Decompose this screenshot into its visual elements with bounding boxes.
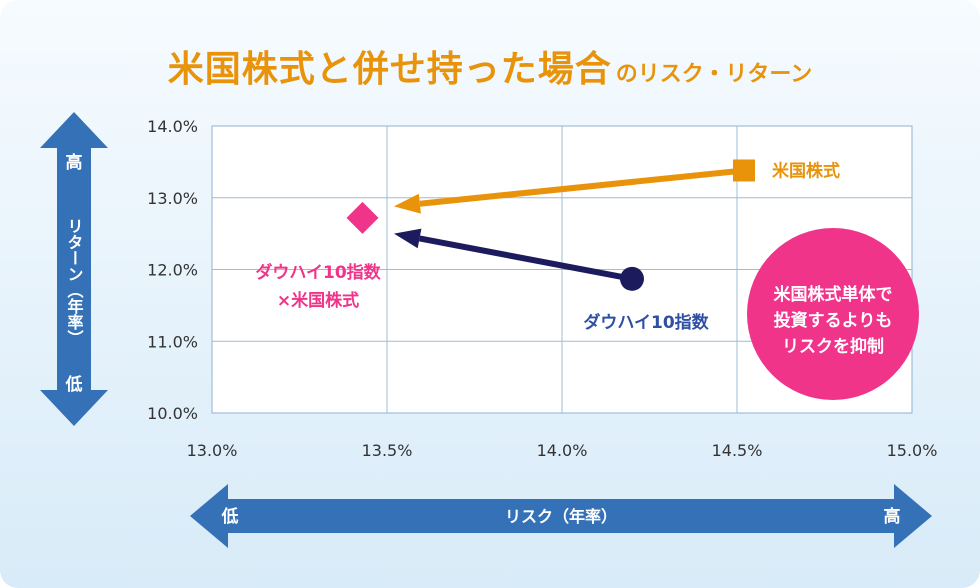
y-tick-label: 11.0% bbox=[147, 332, 198, 351]
callout-text: リスクを抑制 bbox=[782, 336, 884, 357]
x-tick-label: 14.5% bbox=[712, 441, 763, 460]
x-tick-label: 14.0% bbox=[537, 441, 588, 460]
y-axis-title: リターン（年率） bbox=[65, 218, 84, 346]
x-axis-high-label: 高 bbox=[884, 506, 901, 527]
point-dow-high10 bbox=[620, 266, 644, 291]
y-tick-label: 12.0% bbox=[147, 261, 198, 280]
y-tick-label: 14.0% bbox=[147, 117, 198, 136]
x-tick-label: 13.5% bbox=[362, 441, 413, 460]
y-axis-low-label: 低 bbox=[65, 374, 83, 395]
label-us-stocks: 米国株式 bbox=[772, 160, 840, 181]
y-axis-arrow bbox=[40, 112, 108, 426]
x-axis-title: リスク（年率） bbox=[505, 507, 617, 526]
x-tick-label: 15.0% bbox=[887, 441, 938, 460]
callout-text: 米国株式単体で bbox=[774, 284, 893, 305]
point-combined bbox=[346, 201, 379, 234]
label-dow-high10: ダウハイ10指数 bbox=[583, 312, 709, 333]
arrow-head-2 bbox=[394, 228, 422, 249]
callout-text: 投資するよりも bbox=[774, 310, 893, 331]
y-tick-label: 13.0% bbox=[147, 189, 198, 208]
x-axis-low-label: 低 bbox=[221, 506, 239, 527]
label-combined-line2: ×米国株式 bbox=[277, 290, 359, 311]
y-tick-label: 10.0% bbox=[147, 404, 198, 423]
arrow-head-1 bbox=[394, 193, 421, 214]
y-axis-high-label: 高 bbox=[66, 152, 83, 173]
title-sub: のリスク・リターン bbox=[615, 62, 813, 87]
callout-circle bbox=[747, 228, 919, 400]
point-us-stocks bbox=[733, 159, 755, 182]
x-tick-label: 13.0% bbox=[187, 441, 238, 460]
x-axis-arrow bbox=[190, 484, 932, 548]
arrow-shaft-1 bbox=[419, 167, 745, 207]
label-combined-line1: ダウハイ10指数 bbox=[255, 262, 381, 283]
title-main: 米国株式と併せ持った場合 bbox=[167, 49, 612, 90]
arrow-shaft-2 bbox=[418, 235, 633, 282]
chart-title: 米国株式と併せ持った場合 のリスク・リターン bbox=[0, 40, 980, 92]
